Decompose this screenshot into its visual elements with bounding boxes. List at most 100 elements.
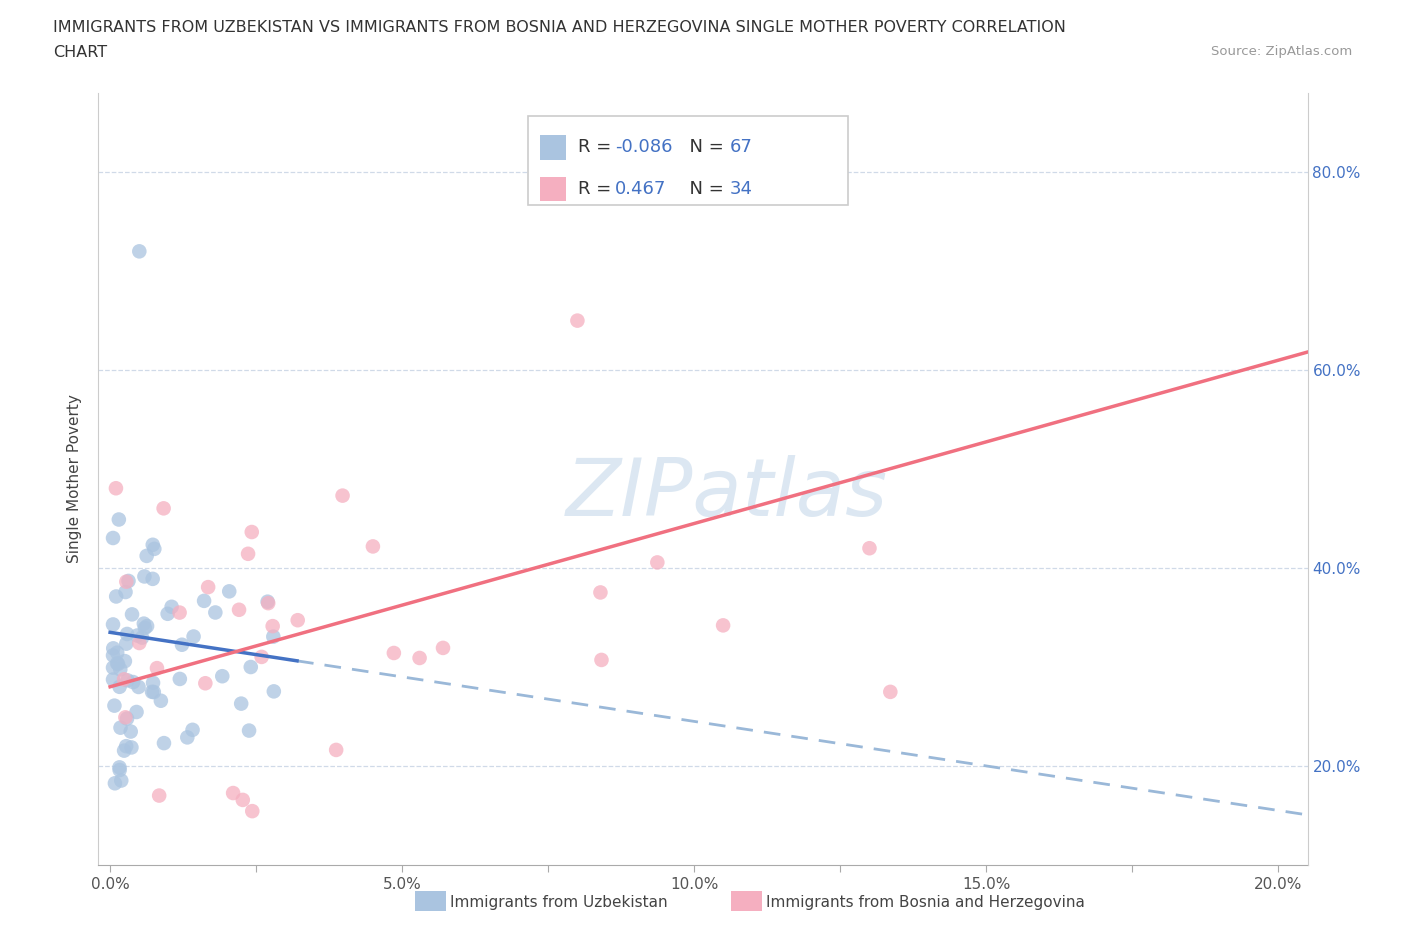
FancyBboxPatch shape [540, 177, 567, 201]
Point [108, 763, 131, 777]
Point [711, 618, 734, 632]
Point [115, 738, 138, 753]
Point [432, 641, 454, 656]
Point [194, 676, 217, 691]
Point [115, 711, 138, 726]
Point [143, 541, 166, 556]
Point [169, 671, 191, 686]
Point [108, 512, 131, 527]
Point [153, 736, 176, 751]
Point [110, 773, 132, 788]
Point [361, 539, 384, 554]
Point [232, 792, 254, 807]
Point [134, 620, 156, 635]
Point [103, 641, 125, 656]
Point [408, 650, 430, 665]
Point [142, 538, 165, 552]
Point [132, 617, 155, 631]
Text: 67: 67 [730, 139, 752, 156]
Point [120, 724, 142, 739]
Point [238, 724, 260, 738]
Point [169, 605, 191, 620]
FancyBboxPatch shape [527, 116, 848, 205]
Point [231, 697, 253, 711]
Point [589, 585, 612, 600]
Point [110, 720, 132, 735]
Point [105, 656, 128, 671]
FancyBboxPatch shape [540, 135, 567, 160]
Point [239, 659, 262, 674]
Point [240, 804, 263, 818]
Point [141, 684, 163, 699]
Point [218, 584, 240, 599]
Point [112, 743, 135, 758]
Point [222, 786, 245, 801]
Text: Source: ZipAtlas.com: Source: ZipAtlas.com [1212, 45, 1353, 58]
Point [104, 776, 127, 790]
Text: N =: N = [678, 139, 730, 156]
Point [101, 672, 124, 687]
Point [142, 684, 165, 699]
Point [287, 613, 309, 628]
Text: Immigrants from Bosnia and Herzegovina: Immigrants from Bosnia and Herzegovina [766, 895, 1085, 910]
Point [134, 569, 156, 584]
Point [647, 555, 669, 570]
Point [127, 628, 149, 643]
Point [148, 788, 170, 803]
Text: ZIPatlas: ZIPatlas [567, 456, 889, 534]
Point [591, 653, 613, 668]
Point [101, 660, 124, 675]
Y-axis label: Single Mother Poverty: Single Mother Poverty [67, 394, 83, 564]
Point [101, 648, 124, 663]
Point [228, 603, 250, 618]
Point [170, 637, 193, 652]
Point [236, 546, 259, 561]
Point [105, 645, 128, 660]
Text: R =: R = [578, 179, 623, 198]
Point [101, 530, 124, 545]
Point [332, 488, 354, 503]
Point [183, 629, 205, 644]
Point [128, 635, 150, 650]
Point [204, 605, 226, 620]
Point [136, 618, 159, 633]
Point [114, 585, 136, 600]
Text: -0.086: -0.086 [614, 139, 672, 156]
Point [149, 693, 172, 708]
Point [128, 244, 150, 259]
Point [156, 606, 179, 621]
Point [262, 630, 284, 644]
Point [121, 607, 143, 622]
Text: CHART: CHART [53, 45, 107, 60]
Point [142, 675, 165, 690]
Point [115, 636, 138, 651]
Point [108, 680, 131, 695]
Text: 34: 34 [730, 179, 752, 198]
Point [104, 481, 127, 496]
Point [262, 618, 284, 633]
Point [263, 684, 285, 698]
Point [117, 673, 139, 688]
Point [135, 549, 157, 564]
Point [115, 574, 138, 589]
Point [117, 574, 139, 589]
Point [131, 631, 153, 645]
Point [114, 710, 136, 724]
Point [125, 705, 148, 720]
Point [107, 657, 129, 671]
Point [112, 671, 135, 686]
Point [256, 594, 278, 609]
Point [128, 680, 150, 695]
Point [101, 617, 124, 631]
Point [160, 599, 183, 614]
Point [193, 593, 215, 608]
Point [103, 698, 125, 713]
Text: 0.467: 0.467 [614, 179, 666, 198]
Point [105, 589, 128, 604]
Point [176, 730, 198, 745]
Point [250, 649, 273, 664]
Point [567, 313, 589, 328]
Point [211, 669, 233, 684]
Point [142, 571, 165, 586]
Point [382, 645, 405, 660]
